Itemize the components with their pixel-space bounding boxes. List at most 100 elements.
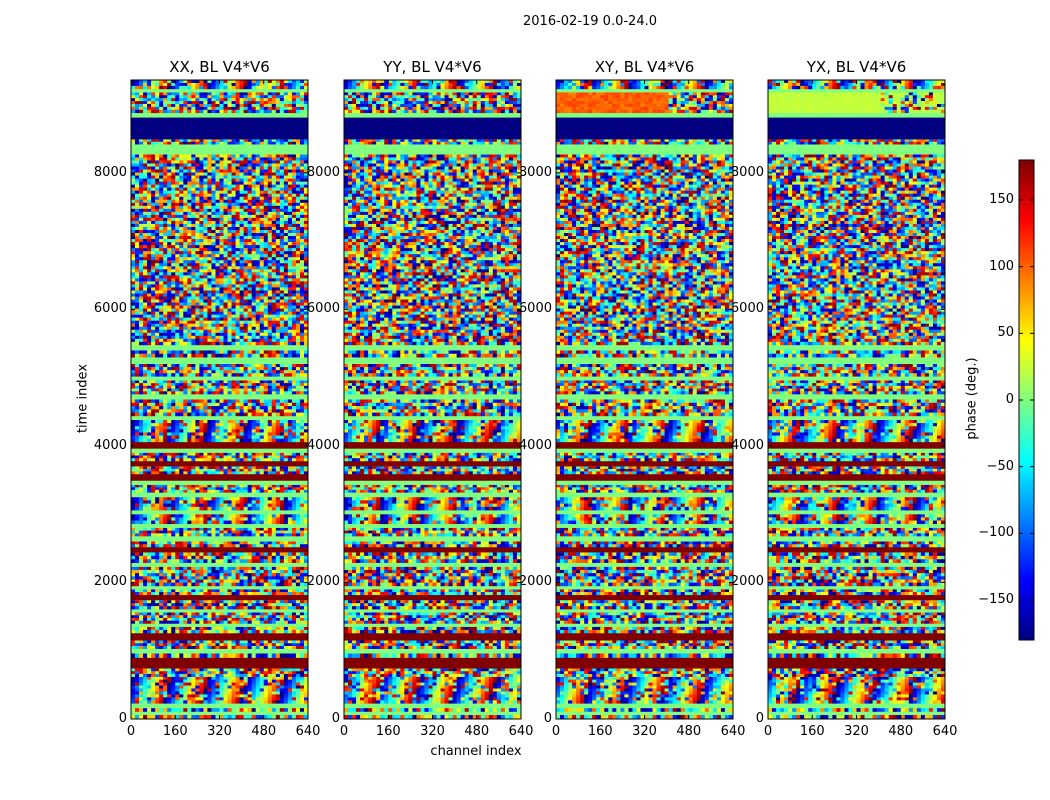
- heatmap-cell: [131, 613, 135, 616]
- heatmap-cell: [248, 677, 252, 680]
- heatmap-cell: [236, 615, 240, 618]
- heatmap-cell: [151, 542, 155, 545]
- heatmap-cell: [292, 606, 296, 609]
- heatmap-cell: [288, 700, 292, 703]
- band-cell: [131, 658, 308, 669]
- heatmap-cell: [236, 643, 240, 646]
- heatmap-cell: [207, 583, 211, 586]
- heatmap-cell: [268, 528, 272, 531]
- heatmap-cell: [199, 517, 203, 520]
- heatmap-cell: [171, 544, 175, 547]
- heatmap-cell: [203, 556, 207, 560]
- heatmap-cell: [175, 691, 179, 694]
- heatmap-cell: [232, 643, 236, 646]
- heatmap-cell: [155, 580, 159, 583]
- band-cell: [131, 563, 308, 567]
- heatmap-cell: [248, 686, 252, 689]
- heatmap-cell: [187, 603, 191, 606]
- heatmap-cell: [163, 630, 167, 633]
- heatmap-cell: [159, 542, 163, 545]
- heatmap-cell: [171, 691, 175, 694]
- heatmap-cell: [272, 583, 276, 586]
- heatmap-cell: [215, 680, 219, 683]
- heatmap-cell: [276, 689, 280, 692]
- heatmap-cell: [280, 653, 284, 657]
- heatmap-cell: [244, 570, 248, 573]
- heatmap-cell: [240, 686, 244, 689]
- heatmap-cell: [163, 600, 167, 603]
- heatmap-cell: [292, 621, 296, 624]
- heatmap-cell: [220, 615, 224, 618]
- heatmap-cell: [179, 627, 183, 630]
- heatmap-cell: [300, 621, 304, 624]
- heatmap-cell: [191, 542, 195, 545]
- heatmap-cell: [203, 671, 207, 674]
- heatmap-cell: [272, 592, 276, 595]
- heatmap-cell: [151, 552, 155, 556]
- heatmap-cell: [260, 674, 264, 677]
- heatmap-cell: [252, 653, 256, 657]
- heatmap-cell: [195, 686, 199, 689]
- heatmap-cell: [207, 668, 211, 671]
- heatmap-cell: [195, 573, 199, 576]
- heatmap-cell: [232, 613, 236, 616]
- heatmap-cell: [240, 613, 244, 616]
- heatmap-cell: [268, 694, 272, 697]
- heatmap-cell: [288, 683, 292, 686]
- heatmap-cell: [151, 514, 155, 517]
- heatmap-cell: [179, 544, 183, 547]
- heatmap-cell: [215, 677, 219, 680]
- heatmap-cell: [236, 674, 240, 677]
- heatmap-cell: [244, 576, 248, 579]
- heatmap-cell: [203, 640, 207, 643]
- heatmap-cell: [296, 583, 300, 586]
- heatmap-cell: [220, 643, 224, 646]
- heatmap-cell: [280, 552, 284, 556]
- heatmap-cell: [131, 653, 135, 657]
- heatmap-cell: [224, 533, 228, 536]
- heatmap-cell: [292, 671, 296, 674]
- heatmap-cell: [292, 531, 296, 534]
- heatmap-cell: [296, 589, 300, 592]
- heatmap-cell: [232, 580, 236, 583]
- heatmap-cell: [139, 567, 143, 570]
- heatmap-cell: [135, 653, 139, 657]
- heatmap-cell: [167, 559, 171, 563]
- band-zero: [131, 609, 308, 612]
- heatmap-cell: [175, 686, 179, 689]
- heatmap-cell: [215, 613, 219, 616]
- heatmap-cell: [276, 700, 280, 703]
- heatmap-cell: [207, 680, 211, 683]
- heatmap-cell: [215, 627, 219, 630]
- heatmap-cell: [224, 683, 228, 686]
- heatmap-cell: [179, 618, 183, 621]
- heatmap-cell: [240, 615, 244, 618]
- heatmap-cell: [288, 570, 292, 573]
- heatmap-cell: [143, 514, 147, 517]
- heatmap-cell: [240, 533, 244, 536]
- heatmap-cell: [195, 559, 199, 563]
- heatmap-cell: [167, 517, 171, 520]
- heatmap-cell: [224, 668, 228, 671]
- heatmap-cell: [175, 613, 179, 616]
- heatmap-cell: [288, 708, 292, 712]
- heatmap-cell: [175, 680, 179, 683]
- heatmap-cell: [195, 514, 199, 517]
- heatmap-cell: [252, 570, 256, 573]
- heatmap-cell: [215, 514, 219, 517]
- heatmap-cell: [220, 689, 224, 692]
- heatmap-cell: [139, 606, 143, 609]
- band-noise: [131, 640, 308, 648]
- heatmap-cell: [244, 613, 248, 616]
- heatmap-cell: [143, 592, 147, 595]
- heatmap-cell: [195, 683, 199, 686]
- heatmap-cell: [240, 700, 244, 703]
- heatmap-cell: [199, 691, 203, 694]
- heatmap-cell: [139, 533, 143, 536]
- heatmap-cell: [220, 686, 224, 689]
- heatmap-cell: [260, 668, 264, 671]
- heatmap-cell: [272, 680, 276, 683]
- band-cell: [131, 649, 308, 654]
- heatmap-cell: [276, 528, 280, 531]
- heatmap-cell: [264, 589, 268, 592]
